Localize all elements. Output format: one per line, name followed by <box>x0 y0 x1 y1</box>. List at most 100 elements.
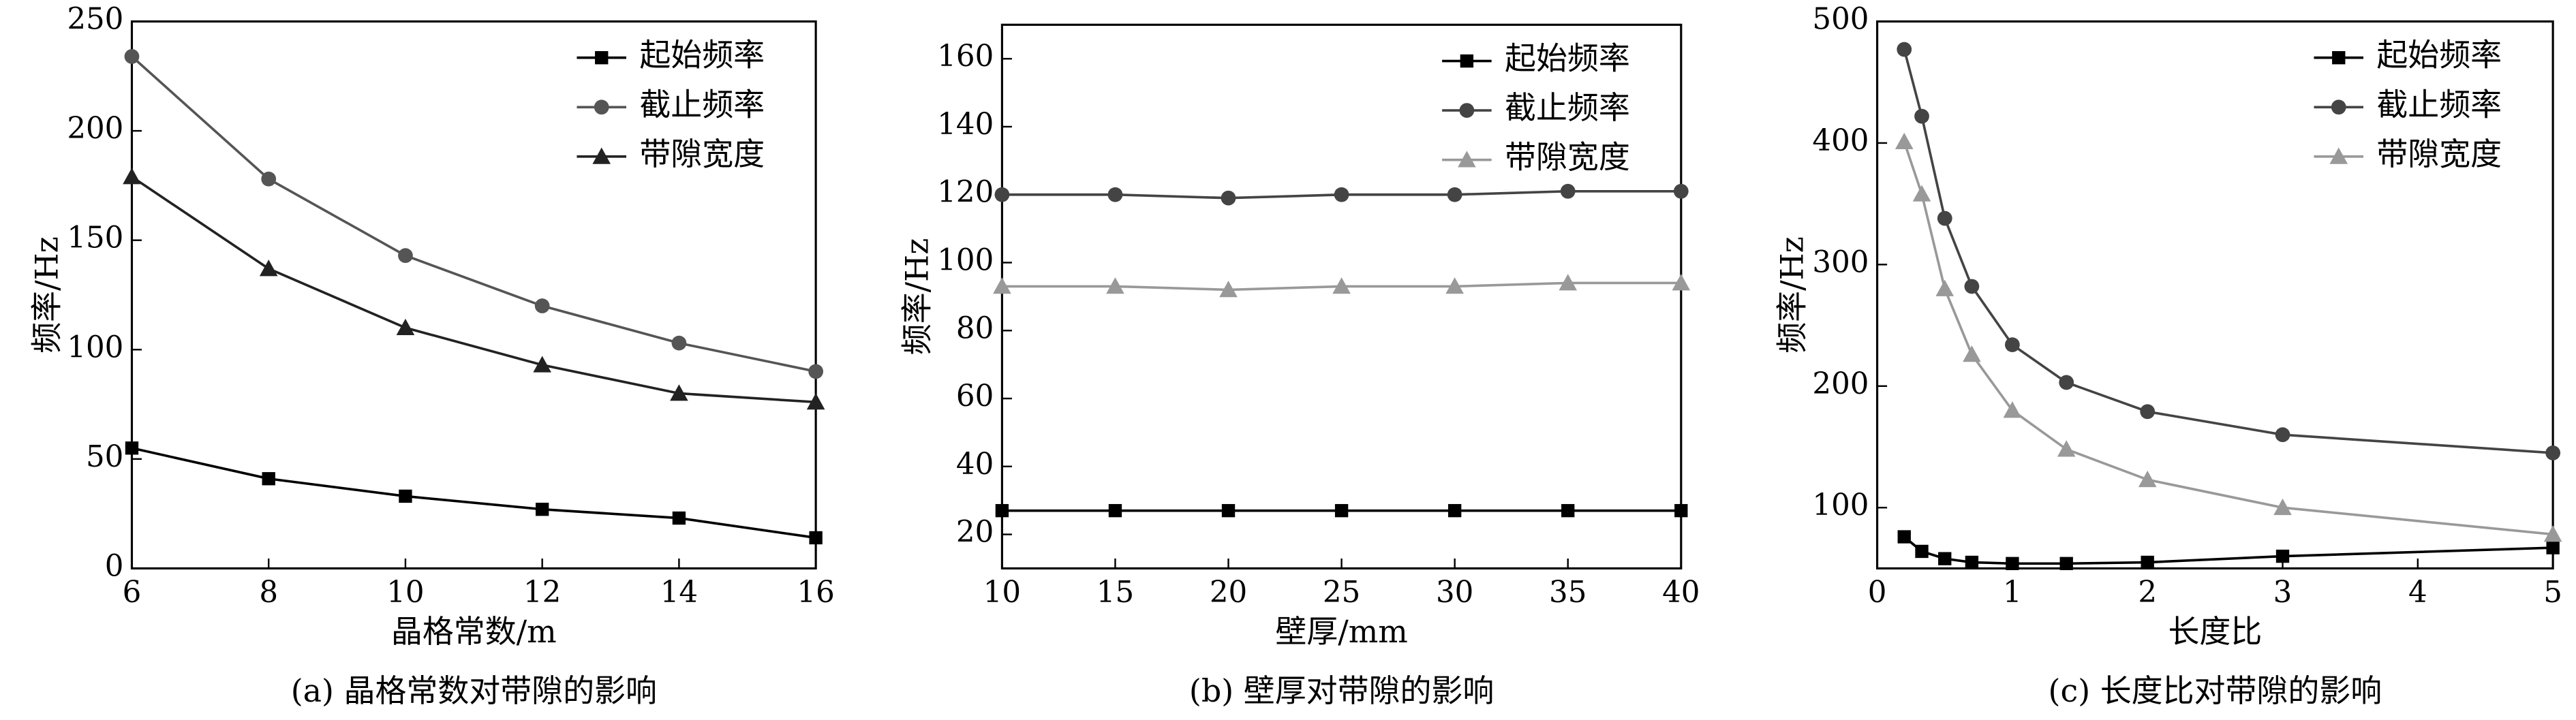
data-point <box>995 503 1009 518</box>
series-line <box>131 55 816 373</box>
data-point <box>671 335 687 351</box>
data-point <box>2543 525 2562 542</box>
x-tick-label: 2 <box>2138 576 2157 610</box>
x-tick-label: 40 <box>1662 576 1700 610</box>
data-point <box>1897 530 1911 544</box>
series-line <box>1903 535 2554 565</box>
legend-label: 截止频率 <box>2376 86 2502 123</box>
data-point <box>1561 503 1575 518</box>
data-point <box>1895 132 1914 150</box>
data-point <box>1334 503 1349 518</box>
legend-marker <box>1460 54 1474 68</box>
data-point <box>2059 375 2074 390</box>
y-tick-label: 120 <box>937 176 994 210</box>
data-point <box>994 187 1010 202</box>
y-axis-label: 频率/Hz <box>898 238 935 356</box>
data-point <box>2141 555 2154 569</box>
data-point <box>1106 277 1124 294</box>
data-point <box>396 318 415 336</box>
data-point <box>1915 544 1929 559</box>
data-point <box>262 472 275 486</box>
y-tick-label: 40 <box>956 448 994 482</box>
data-point <box>993 277 1011 294</box>
chart-title: (a) 晶格常数对带隙的影响 <box>291 672 657 709</box>
data-point <box>535 503 549 516</box>
x-tick-label: 10 <box>386 576 424 610</box>
data-point <box>125 441 139 455</box>
legend-label: 起始频率 <box>639 37 765 74</box>
data-point <box>1937 210 1952 226</box>
y-tick-label: 400 <box>1812 124 1869 158</box>
y-axis-label: 频率/Hz <box>29 236 65 354</box>
data-point <box>534 298 550 313</box>
x-tick-label: 20 <box>1210 576 1247 610</box>
x-tick-label: 14 <box>660 576 698 610</box>
data-point <box>2059 557 2073 570</box>
legend-marker <box>1459 103 1475 118</box>
data-point <box>1938 552 1952 565</box>
data-point <box>2273 498 2292 516</box>
legend-label: 截止频率 <box>639 86 765 123</box>
y-tick-label: 200 <box>1812 367 1869 401</box>
x-tick-label: 8 <box>259 576 278 610</box>
x-tick-label: 1 <box>2003 576 2022 610</box>
legend-label: 带隙宽度 <box>2376 136 2502 172</box>
y-tick-label: 150 <box>67 221 123 255</box>
data-point <box>2057 440 2076 457</box>
data-point <box>806 393 825 410</box>
y-axis-label: 频率/Hz <box>1774 236 1811 354</box>
y-tick-label: 300 <box>1812 245 1869 279</box>
legend-marker <box>2332 51 2346 65</box>
legend-marker <box>1458 151 1476 168</box>
legend-label: 截止频率 <box>1505 89 1630 126</box>
series-line <box>132 447 816 539</box>
x-tick-label: 3 <box>2273 576 2293 610</box>
legend-marker <box>592 147 611 164</box>
y-tick-label: 100 <box>937 244 994 278</box>
legend-label: 起始频率 <box>2376 37 2502 74</box>
data-point <box>1445 277 1464 294</box>
x-tick-label: 30 <box>1436 576 1473 610</box>
data-point <box>1897 42 1912 57</box>
x-tick-label: 25 <box>1323 576 1360 610</box>
data-point <box>2005 337 2020 353</box>
data-point <box>1447 187 1462 202</box>
y-tick-label: 60 <box>956 379 994 413</box>
y-tick-label: 20 <box>956 516 994 550</box>
x-tick-label: 4 <box>2408 576 2427 610</box>
data-point <box>1108 503 1122 518</box>
data-point <box>1560 183 1576 199</box>
data-point <box>2546 541 2560 554</box>
data-point <box>2140 404 2156 420</box>
x-tick-label: 16 <box>797 576 834 610</box>
data-point <box>533 356 551 373</box>
legend-label: 带隙宽度 <box>639 136 765 172</box>
y-tick-label: 0 <box>105 549 124 583</box>
data-point <box>2006 557 2019 570</box>
x-tick-label: 5 <box>2543 576 2562 610</box>
data-point <box>399 489 412 503</box>
data-point <box>809 531 823 545</box>
data-point <box>1914 108 1929 124</box>
data-point <box>124 49 140 64</box>
data-point <box>1912 185 1931 202</box>
legend-marker <box>2331 99 2346 115</box>
y-tick-label: 160 <box>937 40 994 74</box>
data-point <box>1673 183 1689 199</box>
series-line <box>131 176 816 404</box>
legend-marker <box>595 51 609 65</box>
legend-label: 带隙宽度 <box>1505 139 1630 176</box>
x-tick-label: 6 <box>123 576 142 610</box>
data-point <box>2275 549 2290 563</box>
legend-marker <box>2329 147 2348 164</box>
chart-title: (c) 长度比对带隙的影响 <box>2049 672 2382 709</box>
x-axis-label: 长度比 <box>2168 613 2262 650</box>
y-tick-label: 200 <box>67 112 123 146</box>
y-tick-label: 80 <box>956 311 994 345</box>
data-point <box>1221 190 1236 206</box>
data-point <box>1332 277 1351 294</box>
data-point <box>1107 187 1123 202</box>
data-point <box>1965 555 1979 569</box>
